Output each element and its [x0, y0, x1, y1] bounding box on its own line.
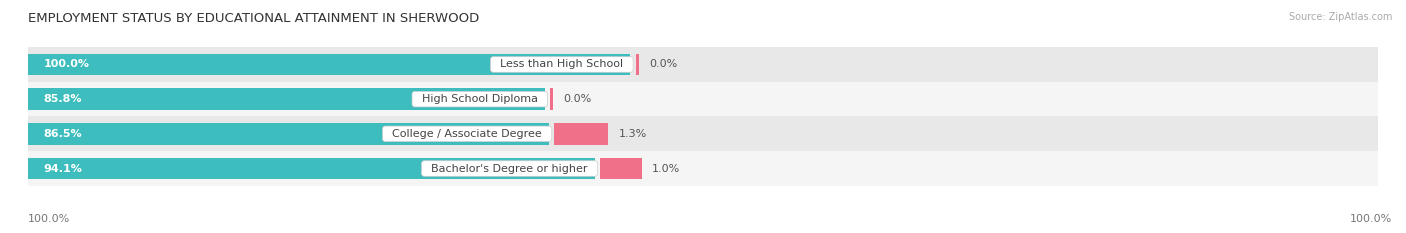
Text: Source: ZipAtlas.com: Source: ZipAtlas.com	[1288, 12, 1392, 22]
Bar	[28, 82, 1378, 116]
Text: 85.8%: 85.8%	[44, 94, 82, 104]
Bar	[554, 123, 609, 145]
Text: 0.0%: 0.0%	[650, 59, 678, 69]
Text: Less than High School: Less than High School	[494, 59, 630, 69]
Bar	[600, 158, 641, 179]
Bar	[28, 123, 548, 145]
Text: Bachelor's Degree or higher: Bachelor's Degree or higher	[425, 164, 595, 174]
Text: 100.0%: 100.0%	[44, 59, 90, 69]
Bar	[28, 116, 1378, 151]
Bar	[28, 151, 1378, 186]
Bar	[28, 47, 1378, 82]
Bar	[28, 54, 630, 75]
Text: High School Diploma: High School Diploma	[415, 94, 544, 104]
Bar	[636, 54, 638, 75]
Text: 94.1%: 94.1%	[44, 164, 83, 174]
Text: 0.0%: 0.0%	[564, 94, 592, 104]
Bar	[28, 88, 544, 110]
Bar	[28, 158, 595, 179]
Text: 1.0%: 1.0%	[652, 164, 681, 174]
Text: 86.5%: 86.5%	[44, 129, 83, 139]
Text: 100.0%: 100.0%	[1350, 214, 1392, 224]
Text: College / Associate Degree: College / Associate Degree	[385, 129, 548, 139]
Text: EMPLOYMENT STATUS BY EDUCATIONAL ATTAINMENT IN SHERWOOD: EMPLOYMENT STATUS BY EDUCATIONAL ATTAINM…	[28, 12, 479, 25]
Text: 1.3%: 1.3%	[619, 129, 647, 139]
Bar	[550, 88, 553, 110]
Text: 100.0%: 100.0%	[28, 214, 70, 224]
